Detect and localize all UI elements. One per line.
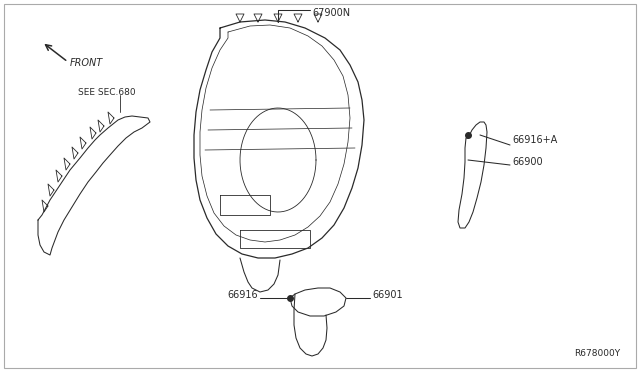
Text: R678000Y: R678000Y (574, 349, 620, 358)
Text: FRONT: FRONT (70, 58, 103, 68)
Text: 66900: 66900 (512, 157, 543, 167)
Text: SEE SEC.680: SEE SEC.680 (78, 88, 136, 97)
Text: 66916+A: 66916+A (512, 135, 557, 145)
Text: 66901: 66901 (372, 290, 403, 300)
Text: 67900N: 67900N (312, 8, 350, 18)
Text: 66916: 66916 (227, 290, 258, 300)
